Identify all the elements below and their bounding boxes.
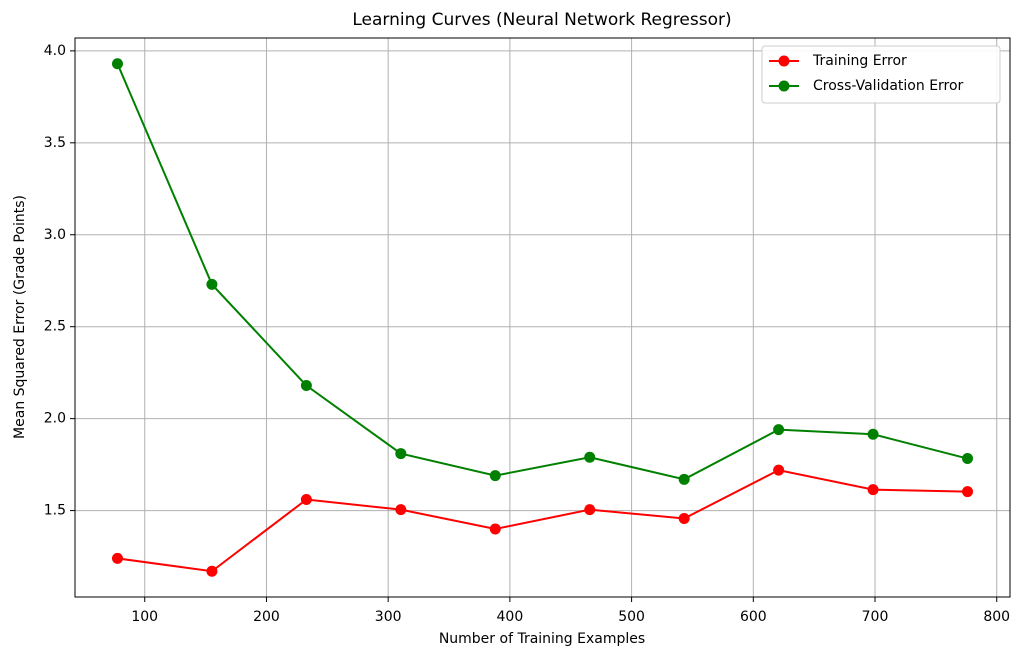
series-line [116, 63, 968, 481]
series-line [117, 469, 968, 573]
data-point [395, 504, 407, 516]
x-tick-label: 300 [375, 609, 402, 625]
data-point [584, 504, 596, 516]
x-tick-label: 200 [253, 609, 280, 625]
data-point [962, 453, 974, 465]
x-tick-label: 100 [131, 609, 158, 625]
legend-label: Training Error [812, 53, 907, 69]
data-point [489, 523, 501, 535]
data-point [111, 552, 123, 564]
y-tick-label: 2.0 [44, 411, 66, 427]
data-point [489, 470, 501, 482]
legend-label: Cross-Validation Error [813, 78, 964, 94]
data-point [206, 565, 218, 577]
y-tick-label: 2.5 [44, 319, 66, 335]
data-point [300, 494, 312, 506]
legend-marker [778, 55, 790, 67]
data-point [111, 58, 123, 70]
data-point [962, 486, 974, 498]
y-tick-label: 3.5 [44, 135, 66, 151]
y-tick-label: 1.5 [44, 503, 66, 519]
y-axis-label: Mean Squared Error (Grade Points) [12, 195, 28, 439]
chart-title: Learning Curves (Neural Network Regresso… [352, 10, 731, 30]
data-point [678, 512, 690, 524]
legend: Training Error Cross-Validation Error [761, 45, 1001, 104]
x-axis-label: Number of Training Examples [439, 631, 645, 647]
data-point [206, 278, 218, 290]
data-point [584, 451, 596, 463]
y-tick-label: 3.0 [44, 227, 66, 243]
legend-marker [778, 80, 790, 92]
data-point [678, 473, 690, 485]
data-point [867, 484, 879, 496]
data-point [867, 428, 879, 440]
x-tick-label: 800 [983, 609, 1010, 625]
data-point [773, 464, 785, 476]
plot-frame [74, 37, 1011, 598]
x-tick-label: 600 [740, 609, 767, 625]
data-point [300, 380, 312, 392]
legend-box [761, 45, 1001, 104]
y-tick-label: 4.0 [44, 43, 66, 59]
data-point [395, 448, 407, 460]
x-tick-label: 400 [497, 609, 524, 625]
x-tick-label: 700 [862, 609, 889, 625]
data-point [773, 424, 785, 436]
x-tick-label: 500 [618, 609, 645, 625]
